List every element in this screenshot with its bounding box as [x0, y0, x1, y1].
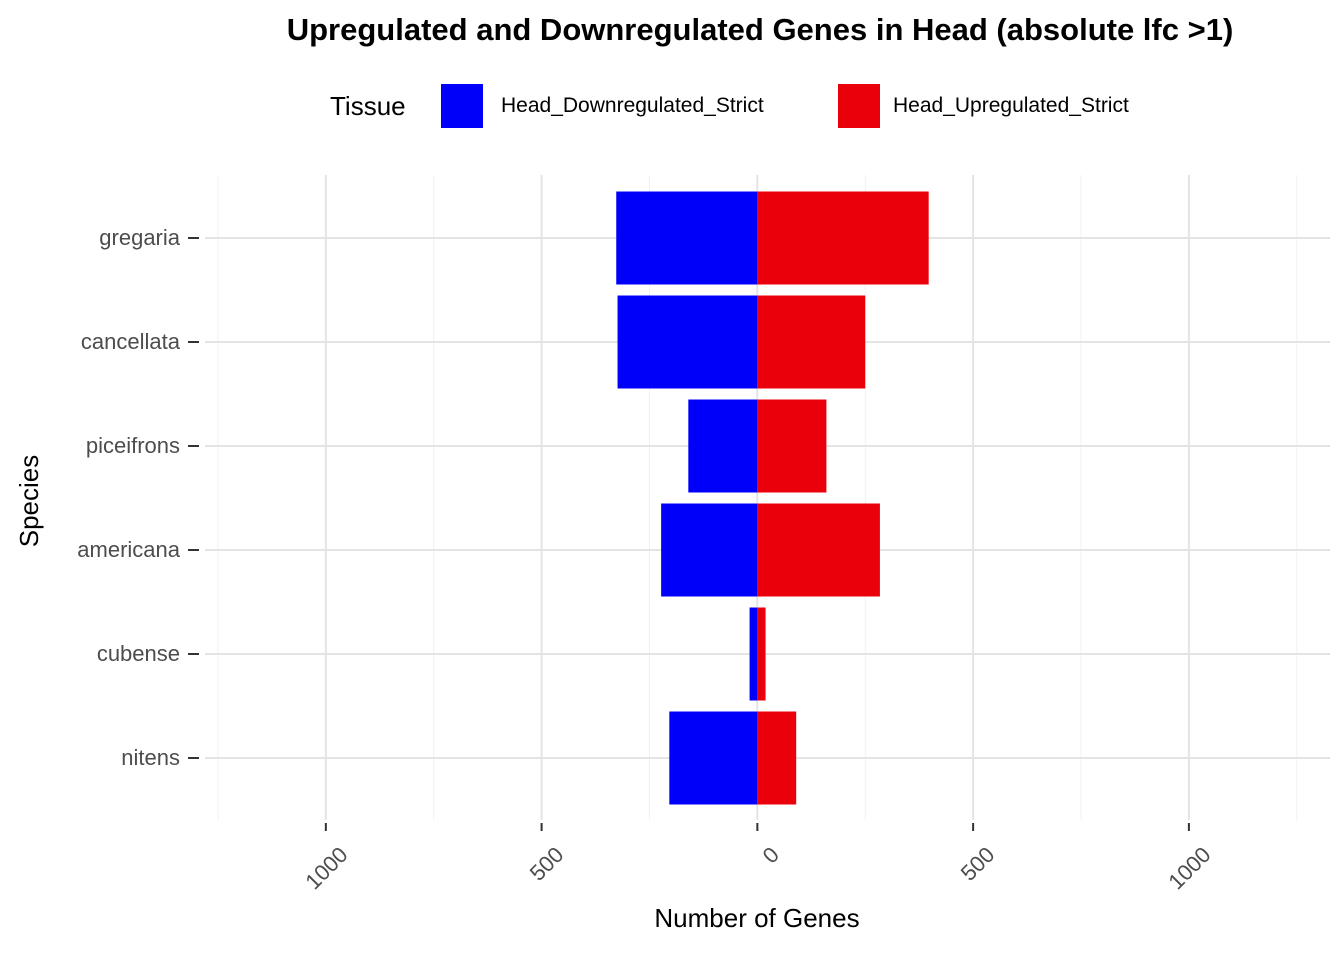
bar-upregulated-americana: [757, 503, 880, 597]
bar-downregulated-cubense: [749, 607, 758, 701]
species-label-cancellata: cancellata: [80, 329, 180, 354]
bar-downregulated-americana: [661, 503, 758, 597]
species-label-americana: americana: [77, 537, 180, 562]
legend-label-downregulated: Head_Downregulated_Strict: [501, 94, 764, 117]
bar-downregulated-nitens: [669, 711, 758, 805]
species-label-gregaria: gregaria: [99, 225, 180, 250]
species-label-cubense: cubense: [96, 641, 180, 666]
legend-label-upregulated: Head_Upregulated_Strict: [893, 94, 1129, 117]
bar-downregulated-gregaria: [616, 191, 758, 285]
bar-upregulated-cubense: [757, 607, 766, 701]
species-label-piceifrons: piceifrons: [85, 433, 180, 458]
x-axis-title: Number of Genes: [654, 903, 860, 933]
chart-title: Upregulated and Downregulated Genes in H…: [286, 12, 1234, 47]
y-axis-title: Species: [14, 454, 44, 548]
bar-downregulated-piceifrons: [688, 399, 758, 493]
bar-downregulated-cancellata: [617, 295, 758, 389]
legend-key-downregulated: [441, 84, 483, 128]
bar-upregulated-nitens: [757, 711, 797, 805]
legend-title: Tissue: [330, 91, 406, 121]
legend-key-upregulated: [838, 84, 880, 128]
bar-upregulated-gregaria: [757, 191, 929, 285]
bar-upregulated-piceifrons: [757, 399, 827, 493]
bar-upregulated-cancellata: [757, 295, 866, 389]
species-label-nitens: nitens: [121, 745, 180, 770]
